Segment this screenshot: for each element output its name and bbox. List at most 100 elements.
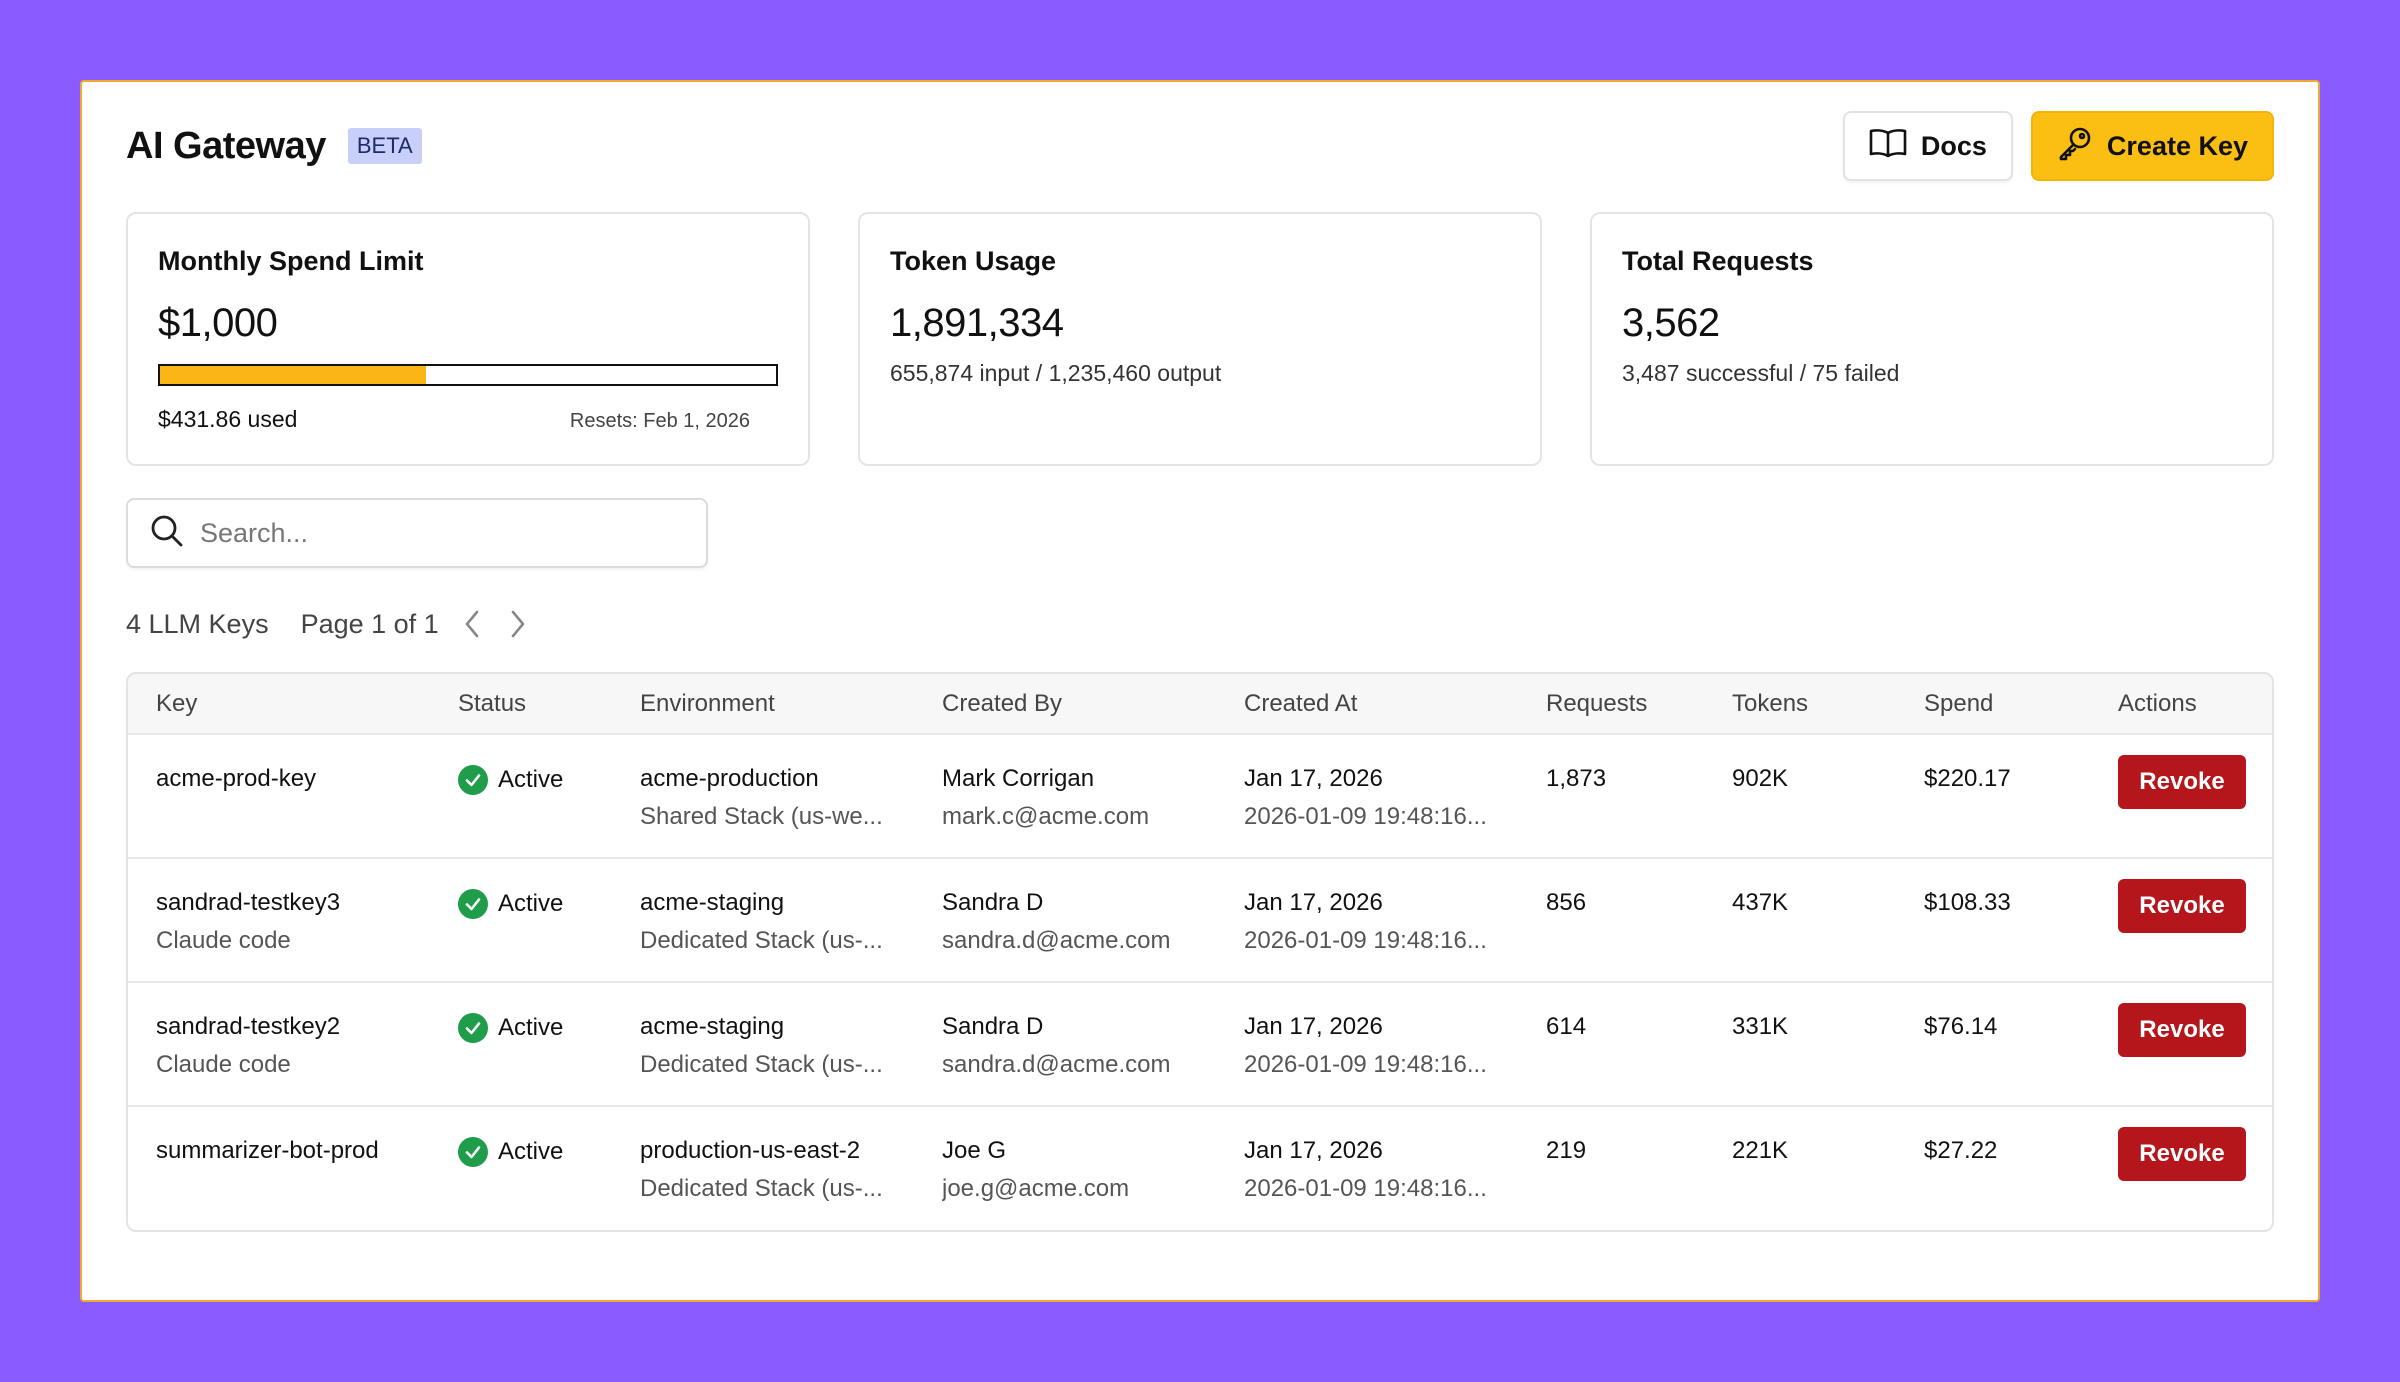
token-usage-value: 1,891,334 bbox=[890, 301, 1064, 345]
key-description: Claude code bbox=[156, 1051, 291, 1078]
status-cell: Active bbox=[430, 982, 612, 1106]
created-date: Jan 17, 2026 bbox=[1244, 1013, 1383, 1040]
tokens-cell: 437K bbox=[1732, 889, 1789, 916]
created-timestamp: 2026-01-09 19:48:16... bbox=[1244, 1175, 1487, 1202]
requests-breakdown: 3,487 successful / 75 failed bbox=[1622, 360, 1900, 386]
key-count: 4 LLM Keys bbox=[126, 608, 269, 639]
search-input[interactable] bbox=[200, 517, 684, 549]
environment-cell: acme-staging Dedicated Stack (us-... bbox=[612, 858, 914, 982]
environment-cell: acme-staging Dedicated Stack (us-... bbox=[612, 982, 914, 1106]
spend-card-title: Monthly Spend Limit bbox=[158, 246, 424, 276]
revoke-button[interactable]: Revoke bbox=[2118, 879, 2246, 933]
creator-name: Mark Corrigan bbox=[942, 765, 1095, 792]
table-row[interactable]: sandrad-testkey2 Claude code Active acme… bbox=[128, 982, 2272, 1106]
requests-cell: 856 bbox=[1546, 889, 1587, 916]
spend-resets: Resets: Feb 1, 2026 bbox=[569, 410, 750, 432]
check-circle-icon bbox=[458, 765, 488, 795]
total-requests-value: 3,562 bbox=[1622, 301, 1720, 345]
spend-limit-card: Monthly Spend Limit $1,000 $431.86 used … bbox=[126, 212, 810, 466]
token-usage-breakdown: 655,874 input / 1,235,460 output bbox=[890, 360, 1222, 386]
token-card-title: Token Usage bbox=[890, 246, 1057, 276]
table-header-row: Key Status Environment Created By Create… bbox=[128, 674, 2272, 734]
table-row[interactable]: acme-prod-key Active acme-production bbox=[128, 734, 2272, 858]
key-icon bbox=[2057, 125, 2093, 168]
column-header[interactable]: Key bbox=[156, 689, 198, 717]
created-date: Jan 17, 2026 bbox=[1244, 889, 1383, 916]
chevron-right-icon[interactable] bbox=[503, 604, 533, 644]
status-label: Active bbox=[498, 766, 564, 793]
created-date: Jan 17, 2026 bbox=[1244, 1137, 1383, 1164]
check-circle-icon bbox=[458, 889, 488, 919]
column-header[interactable]: Created At bbox=[1244, 689, 1358, 717]
beta-badge: BETA bbox=[347, 128, 422, 164]
created-by-cell: Sandra D sandra.d@acme.com bbox=[914, 858, 1216, 982]
table-row[interactable]: sandrad-testkey3 Claude code Active acme… bbox=[128, 858, 2272, 982]
key-cell: sandrad-testkey3 Claude code bbox=[128, 858, 430, 982]
creator-email: mark.c@acme.com bbox=[942, 803, 1150, 830]
column-header[interactable]: Created By bbox=[942, 689, 1063, 717]
environment-cell: acme-production Shared Stack (us-we... bbox=[612, 734, 914, 858]
search-box[interactable] bbox=[126, 498, 708, 568]
chevron-left-icon[interactable] bbox=[457, 604, 487, 644]
actions-cell: Revoke bbox=[2090, 858, 2272, 982]
search-icon bbox=[150, 514, 184, 553]
actions-cell: Revoke bbox=[2090, 982, 2272, 1106]
gateway-panel: AI Gateway BETA Docs bbox=[80, 80, 2320, 1302]
spend-used: $431.86 used bbox=[158, 406, 298, 432]
column-header: Actions bbox=[2118, 689, 2197, 717]
actions-cell: Revoke bbox=[2090, 734, 2272, 858]
status-cell: Active bbox=[430, 734, 612, 858]
key-cell: summarizer-bot-prod bbox=[128, 1106, 430, 1230]
key-name: sandrad-testkey3 bbox=[156, 889, 341, 916]
creator-name: Joe G bbox=[942, 1137, 1007, 1164]
revoke-button[interactable]: Revoke bbox=[2118, 1003, 2246, 1057]
spend-progress-fill bbox=[160, 366, 427, 384]
status-label: Active bbox=[498, 890, 564, 917]
created-by-cell: Sandra D sandra.d@acme.com bbox=[914, 982, 1216, 1106]
status-label: Active bbox=[498, 1138, 564, 1165]
status-cell: Active bbox=[430, 1106, 612, 1230]
docs-button[interactable]: Docs bbox=[1842, 111, 2013, 181]
tokens-cell: 221K bbox=[1732, 1137, 1789, 1164]
page-title: AI Gateway bbox=[126, 124, 326, 167]
column-header[interactable]: Requests bbox=[1546, 689, 1648, 717]
requests-cell: 219 bbox=[1546, 1137, 1587, 1164]
spend-progress-bar bbox=[158, 364, 778, 386]
check-circle-icon bbox=[458, 1013, 488, 1043]
environment-name: acme-staging bbox=[640, 889, 785, 916]
key-cell: sandrad-testkey2 Claude code bbox=[128, 982, 430, 1106]
stat-cards: Monthly Spend Limit $1,000 $431.86 used … bbox=[126, 212, 2274, 466]
requests-card-title: Total Requests bbox=[1622, 246, 1814, 276]
actions-cell: Revoke bbox=[2090, 1106, 2272, 1230]
created-timestamp: 2026-01-09 19:48:16... bbox=[1244, 927, 1487, 954]
spend-limit-value: $1,000 bbox=[158, 301, 278, 345]
requests-cell: 614 bbox=[1546, 1013, 1587, 1040]
create-key-label: Create Key bbox=[2106, 130, 2248, 161]
key-name: sandrad-testkey2 bbox=[156, 1013, 341, 1040]
status-label: Active bbox=[498, 1014, 564, 1041]
environment-cell: production-us-east-2 Dedicated Stack (us… bbox=[612, 1106, 914, 1230]
creator-email: joe.g@acme.com bbox=[942, 1175, 1130, 1202]
column-header[interactable]: Spend bbox=[1924, 689, 1994, 717]
revoke-button[interactable]: Revoke bbox=[2118, 1127, 2246, 1181]
spend-cell: $76.14 bbox=[1924, 1013, 1998, 1040]
tokens-cell: 331K bbox=[1732, 1013, 1789, 1040]
keys-table: Key Status Environment Created By Create… bbox=[128, 674, 2272, 1230]
spend-cell: $27.22 bbox=[1924, 1137, 1998, 1164]
created-date: Jan 17, 2026 bbox=[1244, 765, 1383, 792]
check-circle-icon bbox=[458, 1137, 488, 1167]
column-header[interactable]: Environment bbox=[640, 689, 775, 717]
key-name: acme-prod-key bbox=[156, 765, 317, 792]
column-header[interactable]: Status bbox=[458, 689, 527, 717]
created-by-cell: Joe G joe.g@acme.com bbox=[914, 1106, 1216, 1230]
requests-cell: 1,873 bbox=[1546, 765, 1607, 792]
created-at-cell: Jan 17, 2026 2026-01-09 19:48:16... bbox=[1216, 858, 1518, 982]
status-cell: Active bbox=[430, 858, 612, 982]
table-row[interactable]: summarizer-bot-prod Active production-us… bbox=[128, 1106, 2272, 1230]
create-key-button[interactable]: Create Key bbox=[2030, 111, 2274, 181]
revoke-button[interactable]: Revoke bbox=[2118, 755, 2246, 809]
column-header[interactable]: Tokens bbox=[1732, 689, 1809, 717]
spend-cell: $220.17 bbox=[1924, 765, 2011, 792]
environment-stack: Shared Stack (us-we... bbox=[640, 803, 883, 830]
environment-stack: Dedicated Stack (us-... bbox=[640, 1175, 883, 1202]
